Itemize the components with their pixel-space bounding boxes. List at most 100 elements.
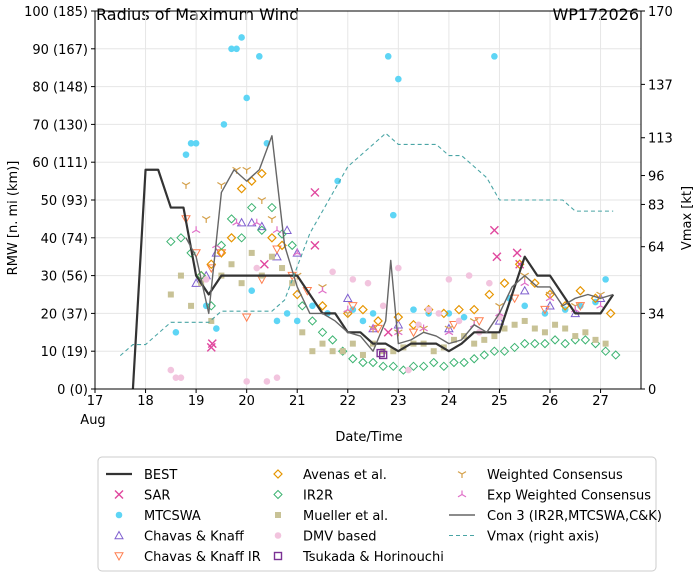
point-mueller-et-al bbox=[572, 333, 579, 340]
point-ir2r bbox=[449, 357, 459, 368]
y-tick-label: 30 (56) bbox=[41, 270, 88, 285]
point-mtcswa bbox=[369, 310, 377, 317]
point-ir2r bbox=[388, 361, 398, 372]
point-exp-weighted-consensus bbox=[232, 218, 241, 226]
point-mueller-et-al bbox=[521, 317, 528, 324]
point-dmv-based bbox=[445, 276, 453, 283]
point-mtcswa bbox=[273, 317, 281, 325]
legend-swatch bbox=[114, 490, 124, 499]
y-tick-label: 40 (74) bbox=[41, 232, 88, 247]
point-mueller-et-al bbox=[491, 333, 498, 340]
point-mtcswa bbox=[248, 287, 256, 295]
point-dmv-based bbox=[349, 276, 357, 283]
legend-item-chavas-knaff-ir: Chavas & Knaff IR bbox=[114, 550, 261, 565]
legend-label: Exp Weighted Consensus bbox=[487, 489, 651, 504]
point-exp-weighted-consensus bbox=[419, 324, 428, 332]
y2-tick-label: 83 bbox=[648, 198, 665, 213]
point-mueller-et-al bbox=[238, 280, 245, 287]
point-ir2r bbox=[257, 225, 267, 235]
point-dmv-based bbox=[364, 279, 372, 287]
legend-swatch bbox=[273, 489, 283, 500]
point-exp-weighted-consensus bbox=[368, 324, 378, 332]
y-tick-label: 10 (19) bbox=[41, 345, 88, 360]
point-ir2r bbox=[348, 354, 358, 364]
y2-tick-label: 96 bbox=[648, 170, 665, 185]
legend-item-mueller-et-al: Mueller et al. bbox=[275, 509, 388, 524]
point-ir2r bbox=[378, 361, 388, 372]
point-chavas-knaff bbox=[282, 225, 292, 234]
legend-swatch bbox=[273, 551, 283, 561]
legend-swatch bbox=[457, 471, 467, 478]
point-sar bbox=[492, 252, 502, 262]
point-mueller-et-al bbox=[430, 348, 437, 355]
point-mtcswa bbox=[243, 94, 250, 102]
point-ir2r bbox=[550, 335, 560, 345]
x-tick-label: 17 bbox=[87, 394, 104, 409]
point-mueller-et-al bbox=[228, 261, 235, 268]
legend-item-con-3-ir2r-mtcswa-c-k: Con 3 (IR2R,MTCSWA,C&K) bbox=[449, 509, 662, 524]
x-tick-label: 24 bbox=[441, 394, 458, 409]
x-tick-label: 27 bbox=[592, 394, 609, 409]
point-mueller-et-al bbox=[471, 340, 478, 347]
point-chavas-knaff-ir bbox=[347, 302, 358, 311]
point-chavas-knaff bbox=[519, 285, 530, 295]
point-dmv-based bbox=[273, 374, 281, 381]
point-sar bbox=[207, 339, 217, 349]
x-tick-label: 18 bbox=[137, 394, 154, 409]
legend-item-tsukada-horinouchi: Tsukada & Horinouchi bbox=[273, 550, 444, 565]
point-avenas-et-al bbox=[529, 278, 540, 289]
point-mtcswa bbox=[256, 53, 263, 60]
point-ir2r bbox=[429, 357, 439, 368]
legend-label: Mueller et al. bbox=[303, 509, 388, 524]
point-avenas-et-al bbox=[454, 304, 464, 315]
point-avenas-et-al bbox=[469, 304, 480, 315]
point-mueller-et-al bbox=[582, 329, 589, 336]
point-mtcswa bbox=[359, 317, 367, 325]
point-mueller-et-al bbox=[531, 325, 538, 332]
point-chavas-knaff-ir bbox=[474, 317, 485, 326]
legend-item-ir2r: IR2R bbox=[273, 489, 333, 504]
point-dmv-based bbox=[167, 366, 175, 374]
point-mtcswa bbox=[389, 211, 397, 219]
point-chavas-knaff bbox=[342, 293, 353, 302]
point-mtcswa bbox=[187, 140, 195, 147]
point-weighted-consensus bbox=[242, 166, 251, 174]
point-mtcswa bbox=[283, 310, 291, 317]
y2-tick-label: 170 bbox=[648, 5, 673, 20]
point-ir2r bbox=[611, 350, 621, 360]
point-weighted-consensus bbox=[267, 215, 277, 223]
point-mueller-et-al bbox=[248, 249, 255, 256]
y2-tick-label: 34 bbox=[648, 307, 665, 322]
point-sar bbox=[310, 187, 320, 197]
point-mtcswa bbox=[233, 45, 240, 53]
point-chavas-knaff-ir bbox=[241, 313, 252, 323]
point-chavas-knaff bbox=[494, 315, 505, 325]
point-mueller-et-al bbox=[299, 329, 306, 336]
point-mueller-et-al bbox=[319, 340, 326, 347]
point-exp-weighted-consensus bbox=[252, 218, 262, 226]
point-ir2r bbox=[277, 229, 287, 239]
y-tick-label: 100 (185) bbox=[24, 5, 88, 20]
point-ir2r bbox=[600, 346, 611, 356]
legend-label: Vmax (right axis) bbox=[487, 530, 599, 545]
point-chavas-knaff bbox=[545, 300, 555, 310]
point-mueller-et-al bbox=[349, 340, 356, 347]
x-tick-label: 26 bbox=[542, 394, 559, 409]
point-dmv-based bbox=[243, 378, 250, 385]
point-mueller-et-al bbox=[167, 291, 174, 298]
point-chavas-knaff-ir bbox=[449, 321, 459, 330]
series-exp-weighted-consensus bbox=[191, 218, 605, 336]
legend-label: IR2R bbox=[303, 489, 333, 504]
point-chavas-knaff-ir bbox=[509, 294, 520, 304]
y-tick-label: 90 (167) bbox=[32, 43, 88, 58]
legend-label: SAR bbox=[144, 489, 170, 504]
point-ir2r bbox=[307, 316, 318, 326]
point-dmv-based bbox=[395, 264, 402, 272]
point-dmv-based bbox=[405, 366, 412, 374]
point-mtcswa bbox=[172, 329, 180, 336]
legend-item-best: BEST bbox=[106, 468, 177, 483]
point-avenas-et-al bbox=[373, 316, 383, 326]
point-chavas-knaff-ir bbox=[575, 302, 586, 311]
legend-label: BEST bbox=[144, 468, 177, 483]
